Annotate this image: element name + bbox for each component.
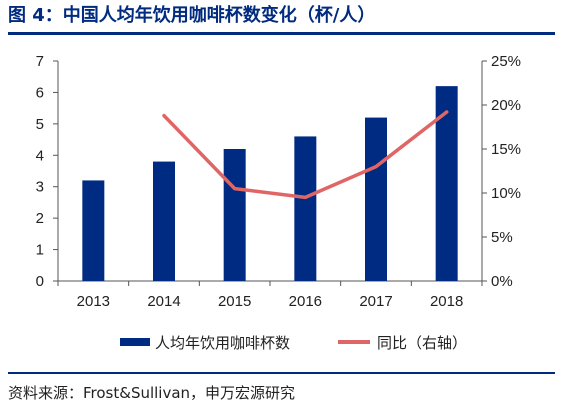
footer-rule	[8, 372, 555, 374]
y-tick-label-right: 5%	[491, 229, 513, 246]
chart-area: 0 1 2 3 4 5 6 7 0% 5% 10% 15% 20% 25% 2013 2014 2015 2016…	[36, 53, 521, 352]
legend: 人均年饮用咖啡杯数 同比（右轴）	[120, 334, 467, 352]
bar	[223, 149, 246, 281]
legend-swatch-bar	[120, 338, 150, 346]
bar	[435, 86, 458, 282]
y-tick-label-left: 4	[36, 147, 44, 164]
x-tick-label: 2016	[289, 293, 322, 310]
y-tick-label-left: 5	[36, 116, 44, 133]
y-tick-label-left: 2	[36, 210, 44, 227]
axes	[53, 60, 487, 286]
series-line	[162, 110, 449, 200]
y-tick-label-right: 15%	[491, 141, 521, 158]
y-tick-label-left: 7	[36, 53, 44, 70]
y-tick-label-left: 3	[36, 179, 44, 196]
bar	[82, 180, 105, 281]
y-tick-label-right: 0%	[491, 273, 513, 290]
y-tick-label-left: 1	[36, 242, 44, 259]
x-tick-label: 2013	[77, 293, 110, 310]
x-tick-label: 2017	[359, 293, 392, 310]
source-note: 资料来源：Frost&Sullivan，申万宏源研究	[8, 384, 296, 402]
chart-title: 图 4：中国人均年饮用咖啡杯数变化（杯/人）	[8, 5, 376, 26]
x-tick-label: 2015	[218, 293, 251, 310]
legend-label-bar: 人均年饮用咖啡杯数	[155, 334, 290, 352]
line-series	[162, 110, 449, 200]
y-tick-label-right: 10%	[491, 185, 521, 202]
bar-series	[82, 86, 458, 282]
legend-label-line: 同比（右轴）	[377, 334, 467, 352]
bar	[153, 161, 175, 281]
y-tick-label-right: 20%	[491, 97, 521, 114]
y-tick-label-left: 6	[36, 84, 44, 101]
y-tick-label-right: 25%	[491, 53, 521, 70]
title-rule	[8, 32, 555, 35]
tick-labels: 0 1 2 3 4 5 6 7 0% 5% 10% 15% 20% 25% 2013 2014 2015 2016…	[36, 53, 521, 310]
x-tick-label: 2014	[147, 293, 180, 310]
bar	[365, 117, 387, 281]
y-tick-label-left: 0	[36, 273, 44, 290]
x-tick-label: 2018	[430, 293, 463, 310]
bar	[294, 136, 317, 281]
